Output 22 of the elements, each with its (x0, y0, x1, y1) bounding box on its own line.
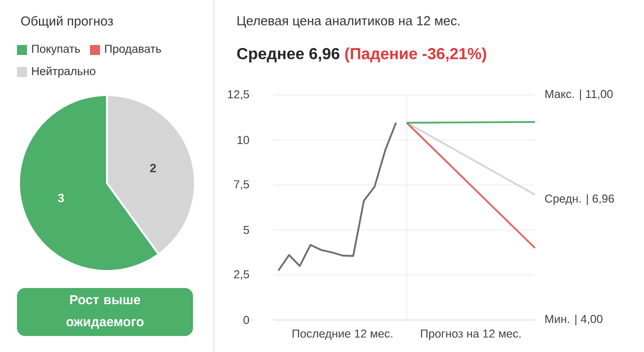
y-tick-label: 12,5 (228, 90, 249, 100)
legend-label: Покупать (32, 44, 80, 56)
y-tick-label: 10 (238, 136, 250, 144)
x-tick-label: Последние 12 мес. (292, 330, 392, 340)
chart-subtitle: Среднее 6,96 (237, 48, 340, 62)
y-tick-label: 5 (244, 226, 249, 234)
legend-label: Нейтрально (32, 66, 96, 78)
x-tick-label: Прогноз на 12 мес. (421, 330, 521, 340)
text: Рост выше ожидаемого (66, 295, 144, 329)
y-tick-label: 7,5 (234, 180, 249, 190)
line-series (277, 122, 397, 272)
y-tick-label: 0 (244, 316, 250, 324)
data-label: 2 (150, 164, 156, 172)
y-tick-label: 2,5 (234, 270, 249, 280)
chart-title: Целевая цена аналитиков на 12 мес. (238, 16, 460, 28)
text: Макс. | 11,00 (545, 90, 613, 100)
text: Мин. | 4,00 (545, 314, 602, 326)
data-label: 3 (58, 194, 64, 202)
legend-label: Продавать (105, 44, 162, 56)
text: Средн. | 6,96 (545, 194, 614, 206)
text: (Падение -36,21%) (345, 48, 486, 62)
chart-title: Общий прогноз (21, 16, 113, 28)
